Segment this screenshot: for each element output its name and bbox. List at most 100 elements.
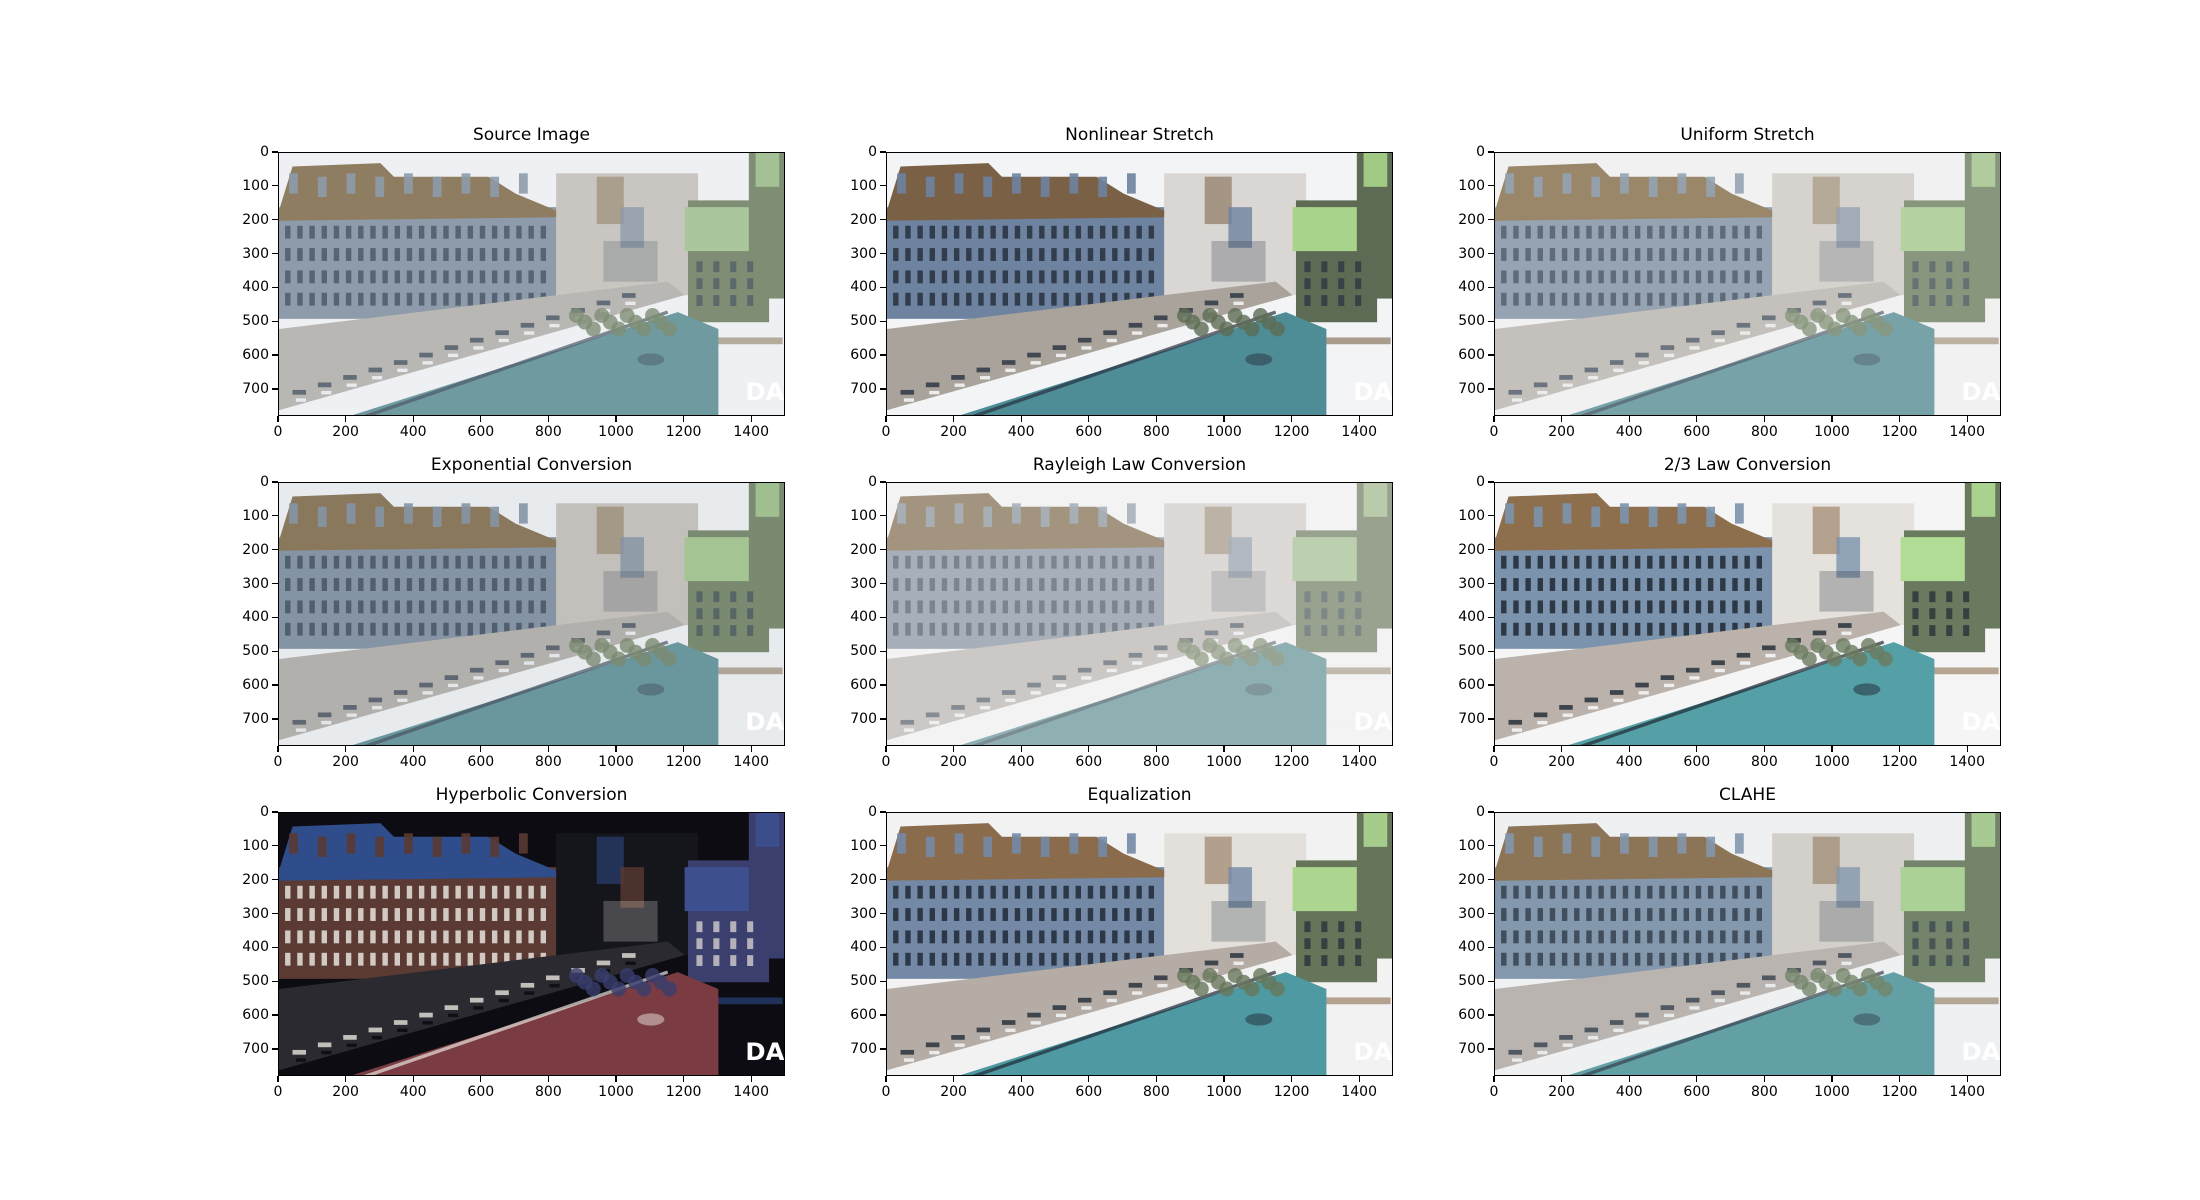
x-tick-mark (750, 416, 752, 422)
y-tick-mark (880, 286, 886, 288)
y-tick-label: 300 (242, 575, 269, 592)
image-content: DA (279, 483, 784, 745)
x-tick-label: 1000 (1814, 754, 1850, 770)
x-tick-label: 0 (1489, 754, 1499, 770)
y-tick-mark (1488, 912, 1494, 915)
x-tick-label: 600 (467, 424, 495, 440)
x-tick-mark (277, 1076, 279, 1082)
x-tick-label: 1000 (598, 1084, 634, 1100)
image-content: DA (279, 153, 784, 415)
y-tick-mark (880, 549, 886, 551)
x-tick-mark (1763, 1076, 1765, 1082)
y-tick-label: 500 (242, 313, 269, 330)
y-tick-mark (272, 185, 278, 187)
y-tick-label: 0 (260, 474, 269, 490)
y-tick-label: 100 (850, 177, 877, 194)
y-tick-mark (272, 582, 278, 585)
x-tick-label: 1400 (1341, 1084, 1378, 1100)
image-plot-area: DA (1494, 482, 2001, 746)
x-tick-mark (1291, 746, 1293, 752)
y-tick-label: 600 (1458, 347, 1485, 364)
image-display: DA (887, 153, 1392, 415)
y-tick-mark (272, 980, 278, 982)
image-plot-area: DA (886, 482, 1393, 746)
y-tick-label: 0 (260, 804, 269, 820)
y-tick-label: 600 (850, 677, 877, 694)
y-tick-mark (1488, 845, 1494, 847)
x-tick-mark (1088, 1076, 1090, 1082)
x-tick-label: 800 (535, 424, 562, 440)
x-tick-mark (1155, 746, 1157, 752)
x-tick-label: 600 (467, 1084, 495, 1100)
y-tick-mark (1488, 616, 1494, 618)
y-tick-label: 100 (242, 507, 269, 524)
y-tick-mark (272, 1048, 278, 1050)
image-display: DA (1495, 153, 2000, 415)
x-tick-label: 600 (1683, 1084, 1711, 1100)
x-tick-mark (547, 1076, 549, 1082)
x-tick-label: 200 (332, 1084, 359, 1100)
x-tick-label: 800 (535, 1084, 562, 1100)
x-tick-mark (1561, 1076, 1563, 1082)
x-tick-mark (1358, 416, 1360, 422)
x-tick-mark (1020, 746, 1022, 752)
y-tick-label: 500 (242, 973, 269, 990)
x-tick-label: 800 (1143, 424, 1170, 440)
y-tick-label: 300 (1458, 905, 1485, 922)
y-tick-label: 600 (242, 677, 269, 694)
y-tick-mark (880, 354, 886, 356)
y-tick-label: 500 (1458, 643, 1485, 660)
x-tick-label: 200 (332, 754, 359, 770)
y-tick-label: 200 (850, 541, 877, 558)
x-tick-label: 1000 (1814, 1084, 1850, 1100)
x-tick-label: 200 (940, 754, 967, 770)
y-tick-label: 0 (260, 144, 269, 160)
y-tick-label: 100 (850, 837, 877, 854)
x-tick-label: 1000 (598, 754, 634, 770)
y-tick-label: 700 (1458, 1040, 1485, 1057)
x-tick-mark (1831, 416, 1833, 422)
x-tick-label: 0 (881, 754, 891, 770)
x-tick-mark (345, 416, 347, 422)
image-content: DA (1495, 813, 2000, 1075)
y-tick-label: 100 (1458, 177, 1485, 194)
x-tick-label: 1000 (598, 424, 634, 440)
x-tick-mark (1696, 1076, 1698, 1082)
y-tick-mark (880, 320, 886, 322)
y-tick-label: 700 (850, 710, 877, 727)
subplot-panel: Equalization DA 0 200 400 600 800 1000 1200 1400 0… (850, 785, 1393, 1100)
subplot-title: Exponential Conversion (430, 455, 633, 475)
y-tick-mark (880, 650, 886, 652)
watermark-logo: DA (745, 1037, 784, 1066)
x-tick-label: 400 (1007, 1084, 1035, 1100)
x-tick-label: 1000 (1206, 1084, 1242, 1100)
x-tick-mark (345, 1076, 347, 1082)
x-tick-label: 1400 (1949, 424, 1986, 440)
subplot-title: CLAHE (1719, 785, 1776, 805)
x-tick-label: 1200 (1881, 1084, 1918, 1100)
x-tick-label: 200 (1548, 754, 1575, 770)
x-tick-label: 400 (399, 1084, 427, 1100)
y-tick-mark (272, 320, 278, 322)
x-tick-label: 600 (1683, 754, 1711, 770)
y-tick-mark (272, 549, 278, 551)
x-tick-mark (1020, 1076, 1022, 1082)
y-tick-mark (272, 1014, 278, 1016)
x-tick-label: 400 (1007, 754, 1035, 770)
subplot-panel: Hyperbolic Conversion DA 0 200 400 600 800 1000… (242, 785, 785, 1100)
x-tick-label: 0 (881, 424, 891, 440)
subplot-panel: Source Image DA 0 200 400 600 800 1000 1200 1400 0… (242, 125, 785, 440)
y-tick-mark (880, 515, 886, 517)
y-tick-label: 300 (1458, 575, 1485, 592)
x-tick-mark (480, 416, 482, 422)
x-tick-label: 0 (273, 754, 283, 770)
y-tick-mark (1488, 946, 1494, 948)
x-tick-label: 1200 (1881, 754, 1918, 770)
x-tick-mark (1763, 746, 1765, 752)
y-tick-label: 200 (850, 211, 877, 228)
x-tick-mark (1223, 1076, 1225, 1082)
x-tick-label: 1400 (1949, 754, 1986, 770)
y-tick-label: 0 (1476, 804, 1485, 820)
watermark-logo: DA (1353, 707, 1392, 736)
x-tick-label: 1200 (665, 754, 702, 770)
